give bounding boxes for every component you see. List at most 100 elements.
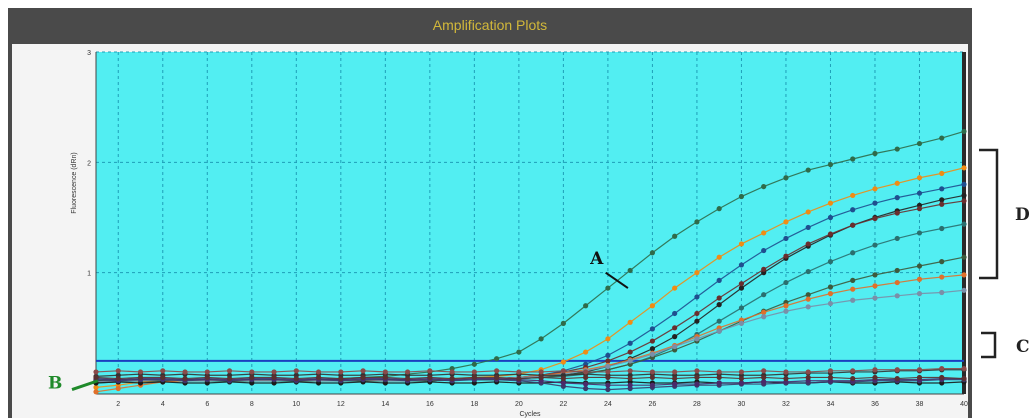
data-point (672, 369, 678, 375)
data-point (850, 277, 856, 283)
data-point (761, 266, 767, 272)
data-point (338, 375, 344, 382)
annotation-a-label: A (589, 249, 604, 269)
data-point (827, 374, 834, 381)
data-point (315, 369, 322, 375)
data-point (738, 262, 745, 268)
data-point (872, 150, 878, 157)
data-point (449, 369, 455, 375)
x-tick-label: 18 (470, 401, 478, 408)
data-point (916, 367, 923, 373)
x-tick-label: 14 (381, 401, 389, 408)
data-point (471, 361, 477, 367)
data-point (872, 283, 878, 289)
x-tick-label: 24 (604, 401, 612, 408)
data-point (716, 206, 722, 212)
data-point (338, 369, 344, 375)
x-tick-label: 34 (827, 401, 835, 408)
data-point (805, 292, 811, 298)
data-point (471, 369, 477, 375)
data-point (182, 375, 188, 382)
plot-area (96, 52, 964, 394)
data-point (382, 374, 388, 381)
data-point (516, 349, 522, 355)
data-point (605, 374, 611, 381)
data-point (115, 368, 121, 374)
data-point (872, 215, 878, 222)
x-tick-label: 10 (292, 401, 300, 408)
data-point (783, 235, 789, 242)
data-point (738, 285, 745, 291)
data-point (605, 382, 611, 388)
data-point (761, 314, 767, 320)
data-point (271, 374, 277, 381)
data-point (939, 201, 945, 207)
data-point (427, 374, 433, 381)
data-point (961, 198, 967, 204)
bracket-d (979, 148, 999, 280)
data-point (672, 325, 678, 331)
data-point (850, 375, 856, 382)
data-point (649, 338, 656, 344)
data-point (894, 146, 900, 152)
data-point (160, 368, 166, 374)
data-point (939, 289, 945, 296)
data-point (93, 384, 99, 390)
data-point (872, 242, 878, 248)
data-point (93, 369, 99, 375)
data-point (805, 224, 811, 231)
data-point (204, 369, 210, 375)
data-point (494, 368, 500, 374)
data-point (427, 368, 433, 374)
data-point (783, 253, 789, 259)
data-point (494, 374, 500, 381)
series-layer (93, 128, 967, 395)
data-point (761, 379, 767, 385)
data-point (783, 303, 789, 309)
data-point (560, 320, 566, 326)
data-point (649, 346, 656, 352)
data-point (805, 268, 811, 275)
data-point (894, 267, 900, 274)
data-point (961, 375, 967, 382)
data-point (761, 247, 767, 254)
x-tick-label: 28 (693, 401, 701, 408)
data-point (471, 374, 477, 381)
data-point (538, 369, 544, 375)
data-point (249, 369, 255, 375)
data-point (672, 343, 678, 350)
series-line (95, 377, 964, 386)
data-point (916, 140, 923, 147)
data-point (716, 374, 722, 381)
series-11 (93, 366, 967, 375)
data-point (738, 320, 745, 326)
data-point (583, 385, 589, 392)
data-point (827, 291, 834, 297)
data-point (827, 368, 834, 374)
x-axis-title: Cycles (519, 411, 541, 418)
data-point (783, 175, 789, 181)
data-point (916, 263, 923, 269)
annotation-d-label: D (1015, 205, 1030, 225)
data-point (315, 374, 322, 381)
data-point (716, 318, 722, 324)
data-point (137, 374, 144, 381)
data-point (850, 207, 856, 213)
data-point (293, 375, 299, 382)
data-point (605, 386, 611, 393)
data-point (916, 276, 923, 282)
data-point (538, 374, 544, 381)
data-point (872, 200, 878, 206)
data-point (627, 382, 633, 388)
data-point (805, 369, 811, 375)
data-point (916, 291, 923, 297)
y-tick-label: 2 (87, 160, 91, 167)
data-point (560, 375, 566, 382)
series-line (95, 369, 964, 377)
data-point (738, 369, 745, 375)
data-point (961, 128, 967, 135)
data-point (716, 380, 722, 386)
data-point (805, 167, 811, 173)
data-point (516, 369, 522, 375)
data-point (716, 295, 722, 301)
